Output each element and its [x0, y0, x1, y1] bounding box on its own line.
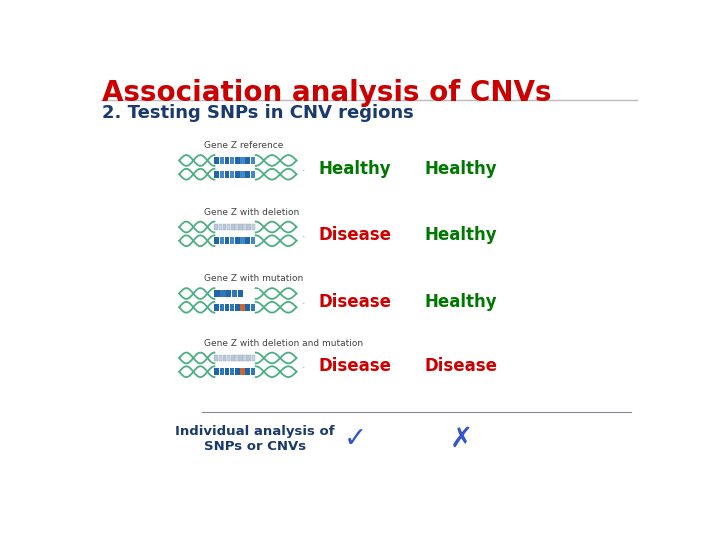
Bar [246, 157, 250, 164]
Bar [215, 304, 219, 310]
Text: .: . [302, 163, 306, 172]
Text: Disease: Disease [318, 357, 392, 375]
Bar [227, 355, 230, 361]
Text: ✓: ✓ [343, 425, 366, 453]
Bar [232, 290, 238, 297]
Bar [215, 290, 220, 297]
Text: Healthy: Healthy [425, 293, 498, 311]
Bar [251, 355, 255, 361]
Bar [248, 355, 251, 361]
Bar [219, 224, 222, 231]
Bar [243, 355, 247, 361]
Text: Healthy: Healthy [425, 226, 498, 244]
Text: Gene Z with deletion: Gene Z with deletion [204, 208, 300, 217]
Text: 2. Testing SNPs in CNV regions: 2. Testing SNPs in CNV regions [102, 104, 414, 122]
Bar [230, 304, 235, 310]
Bar [230, 157, 235, 164]
Bar [225, 157, 229, 164]
Bar [230, 171, 235, 178]
Bar [239, 355, 243, 361]
Bar [215, 224, 218, 231]
Text: Disease: Disease [425, 357, 498, 375]
Bar [215, 157, 219, 164]
Bar [251, 368, 255, 375]
Bar [250, 290, 255, 297]
Bar [235, 355, 239, 361]
Text: Gene Z with mutation: Gene Z with mutation [204, 274, 304, 284]
Bar [246, 368, 250, 375]
Bar [251, 157, 255, 164]
Text: Individual analysis of
SNPs or CNVs: Individual analysis of SNPs or CNVs [175, 425, 334, 453]
Bar [222, 224, 226, 231]
Text: .: . [302, 295, 306, 306]
Bar [235, 368, 240, 375]
Text: Gene Z reference: Gene Z reference [204, 141, 284, 151]
Text: .: . [302, 229, 306, 239]
Bar [215, 355, 218, 361]
Bar [243, 224, 247, 231]
Bar [240, 304, 245, 310]
Bar [235, 238, 240, 244]
Bar [225, 238, 229, 244]
Bar [235, 224, 239, 231]
Text: ✗: ✗ [449, 425, 473, 453]
Bar [220, 304, 224, 310]
Bar [215, 238, 219, 244]
Bar [235, 304, 240, 310]
Bar [215, 171, 219, 178]
Bar [251, 304, 255, 310]
Bar [230, 238, 235, 244]
Text: Disease: Disease [318, 226, 392, 244]
Bar [220, 238, 224, 244]
Bar [244, 290, 249, 297]
Bar [220, 157, 224, 164]
Bar [231, 355, 235, 361]
Bar [235, 171, 240, 178]
Bar [225, 171, 229, 178]
Bar [240, 157, 245, 164]
Bar [235, 157, 240, 164]
Bar [219, 355, 222, 361]
Bar [231, 224, 235, 231]
Bar [226, 290, 231, 297]
Bar [238, 290, 243, 297]
Text: Gene Z with deletion and mutation: Gene Z with deletion and mutation [204, 339, 364, 348]
Bar [251, 171, 255, 178]
Text: Disease: Disease [318, 293, 392, 311]
Bar [246, 304, 250, 310]
Bar [251, 238, 255, 244]
Bar [240, 171, 245, 178]
Text: .: . [302, 360, 306, 370]
Bar [220, 368, 224, 375]
Text: Association analysis of CNVs: Association analysis of CNVs [102, 79, 552, 107]
Bar [246, 171, 250, 178]
Text: Healthy: Healthy [319, 160, 392, 178]
Bar [220, 171, 224, 178]
Bar [215, 368, 219, 375]
Bar [225, 304, 229, 310]
Bar [248, 224, 251, 231]
Bar [251, 224, 255, 231]
Bar [246, 238, 250, 244]
Text: Healthy: Healthy [425, 160, 498, 178]
Bar [240, 368, 245, 375]
Bar [225, 368, 229, 375]
Bar [230, 368, 235, 375]
Bar [220, 290, 225, 297]
Bar [222, 355, 226, 361]
Bar [239, 224, 243, 231]
Bar [240, 238, 245, 244]
Bar [227, 224, 230, 231]
Bar [244, 289, 258, 297]
